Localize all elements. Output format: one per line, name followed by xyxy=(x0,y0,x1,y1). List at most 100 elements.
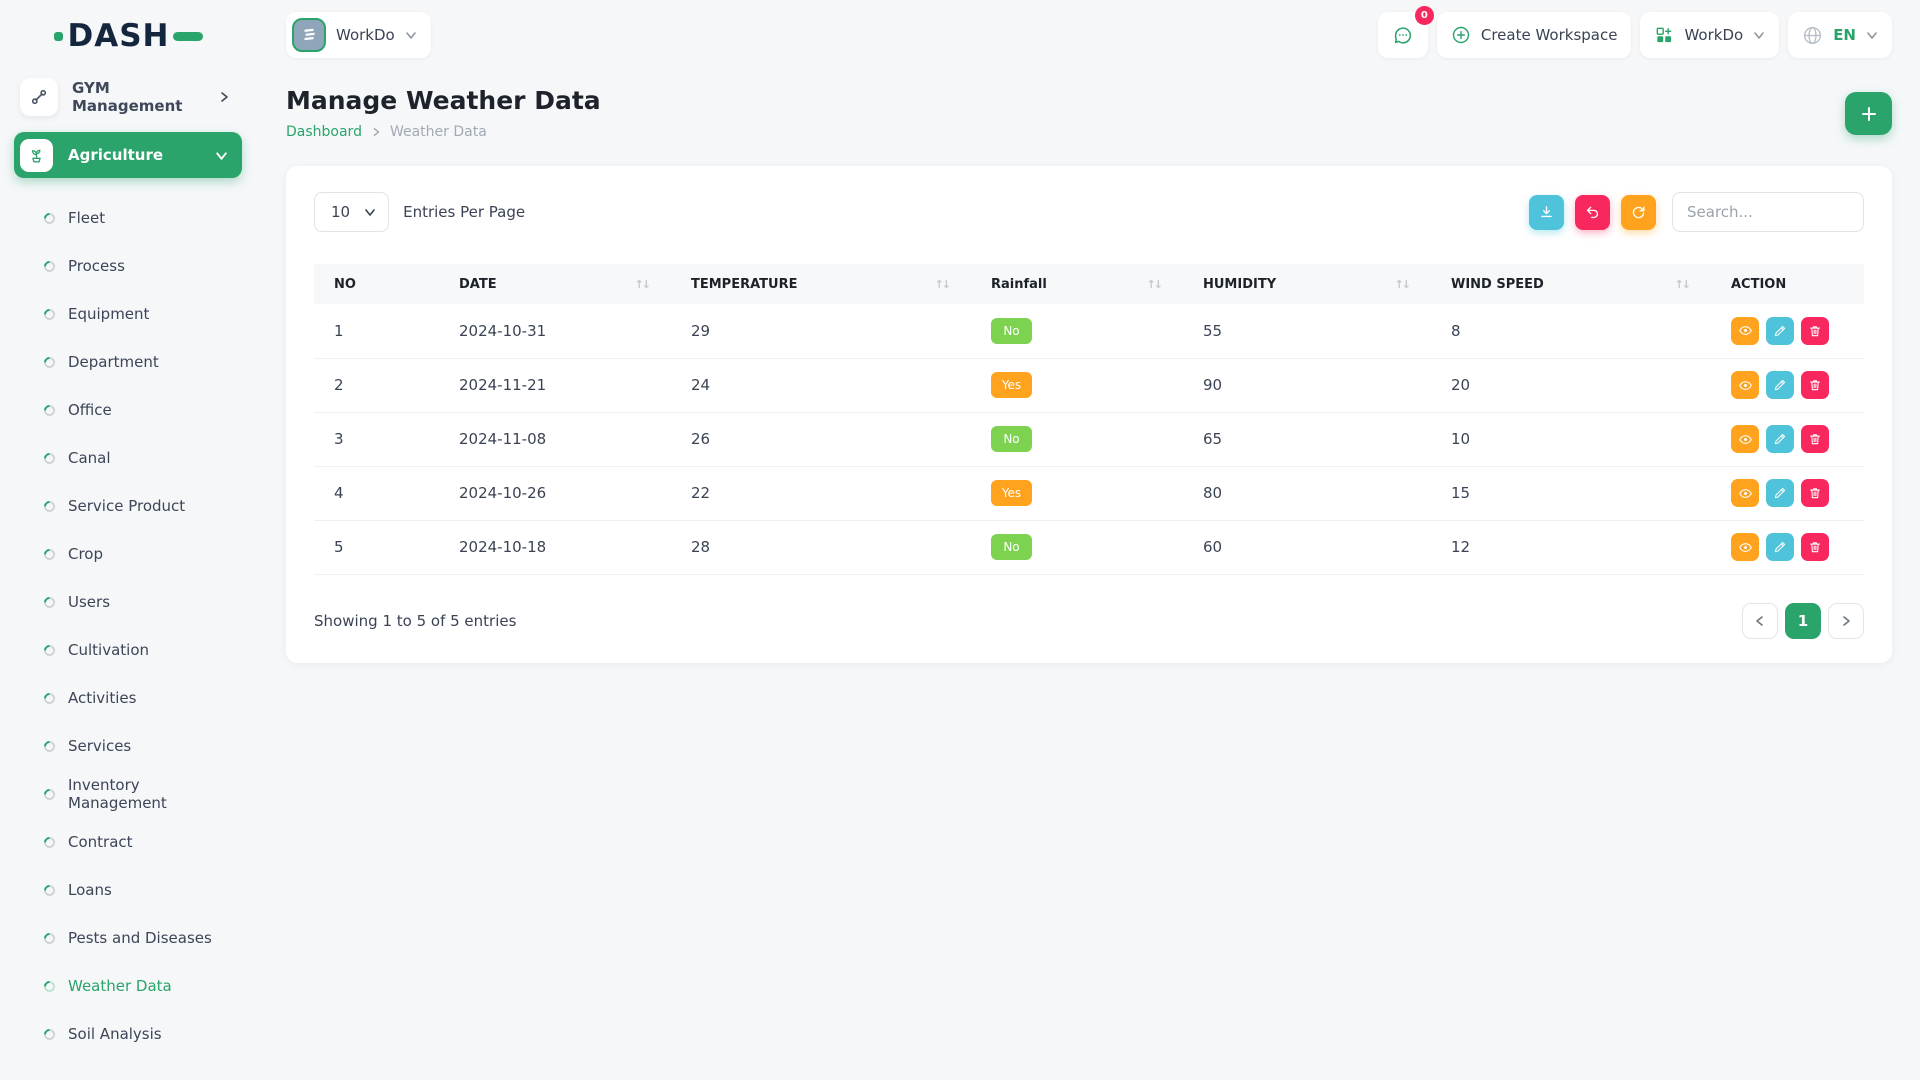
action-cell xyxy=(1711,520,1864,575)
rainfall-cell: Yes xyxy=(971,358,1183,413)
delete-button[interactable] xyxy=(1801,479,1829,507)
no-cell: 4 xyxy=(314,466,439,521)
trash-icon xyxy=(1808,486,1822,500)
messages-button[interactable]: 0 xyxy=(1377,6,1434,58)
chevron-left-icon xyxy=(1754,615,1766,627)
entries-per-page-select[interactable]: 10 xyxy=(314,192,390,232)
edit-button[interactable] xyxy=(1766,316,1794,345)
search-input[interactable] xyxy=(1672,192,1864,232)
sidebar-item-office[interactable]: Office xyxy=(14,386,242,434)
view-button[interactable] xyxy=(1731,371,1759,399)
sidebar-item-equipment[interactable]: Equipment xyxy=(14,290,242,338)
bullet-circle-icon xyxy=(41,354,58,370)
pencil-icon xyxy=(1773,486,1787,500)
temperature-cell: 29 xyxy=(671,304,971,359)
view-button[interactable] xyxy=(1731,425,1759,453)
chevron-right-icon xyxy=(218,91,230,103)
workspace-menu-button[interactable]: WorkDo xyxy=(1640,12,1780,58)
sidebar-module-agriculture[interactable]: Agriculture xyxy=(14,132,242,178)
refresh-button[interactable] xyxy=(1621,194,1656,230)
delete-button[interactable] xyxy=(1801,425,1829,453)
column-label: ACTION xyxy=(1731,276,1787,292)
reset-button[interactable] xyxy=(1575,194,1610,230)
table-header-row: NO DATE ↑↓ TEMPERATURE ↑↓ Rainfall ↑↓ HUMIDITY ↑… xyxy=(314,264,1864,304)
sort-arrows-icon[interactable]: ↑↓ xyxy=(634,277,652,291)
sidebar-item-weather-data[interactable]: Weather Data xyxy=(14,962,242,1010)
view-button[interactable] xyxy=(1731,533,1759,561)
column-header-rainfall[interactable]: Rainfall ↑↓ xyxy=(971,264,1183,304)
sidebar-item-canal[interactable]: Canal xyxy=(14,434,242,482)
column-header-date[interactable]: DATE ↑↓ xyxy=(439,264,671,304)
edit-button[interactable] xyxy=(1766,425,1794,453)
sidebar-item-department[interactable]: Department xyxy=(14,338,242,386)
view-button[interactable] xyxy=(1731,316,1759,345)
export-button[interactable] xyxy=(1529,194,1564,230)
sidebar-item-service-product[interactable]: Service Product xyxy=(14,482,242,530)
column-header-temperature[interactable]: TEMPERATURE ↑↓ xyxy=(671,264,971,304)
brand-logo[interactable]: DASH xyxy=(14,14,242,58)
table-row: 5 2024-10-18 28 No 60 12 xyxy=(314,520,1864,575)
showing-entries-text: Showing 1 to 5 of 5 entries xyxy=(314,611,517,630)
sidebar-item-users[interactable]: Users xyxy=(14,578,242,626)
sidebar-item-inventory-management[interactable]: Inventory Management xyxy=(14,770,242,818)
add-record-button[interactable] xyxy=(1845,92,1892,135)
action-cell xyxy=(1711,304,1864,359)
action-cell xyxy=(1711,412,1864,467)
sidebar-item-crop[interactable]: Crop xyxy=(14,530,242,578)
rainfall-cell: Yes xyxy=(971,466,1183,521)
delete-button[interactable] xyxy=(1801,371,1829,399)
rainfall-badge: No xyxy=(991,317,1032,344)
column-label: HUMIDITY xyxy=(1203,276,1277,292)
bullet-circle-icon xyxy=(41,498,58,514)
delete-button[interactable] xyxy=(1801,533,1829,561)
sidebar-item-fleet[interactable]: Fleet xyxy=(14,194,242,242)
next-page-button[interactable] xyxy=(1828,602,1864,639)
sort-arrows-icon[interactable]: ↑↓ xyxy=(1394,277,1412,291)
pencil-icon xyxy=(1773,324,1787,338)
page-number-button[interactable]: 1 xyxy=(1785,602,1821,639)
page-title: Manage Weather Data xyxy=(286,86,601,115)
edit-button[interactable] xyxy=(1766,533,1794,561)
entries-per-page-label: Entries Per Page xyxy=(403,203,526,221)
previous-page-button[interactable] xyxy=(1742,602,1778,639)
row-actions xyxy=(1731,371,1864,399)
workspace-switcher[interactable]: WorkDo xyxy=(286,12,431,58)
weather-data-table: NO DATE ↑↓ TEMPERATURE ↑↓ Rainfall ↑↓ HUMIDITY ↑… xyxy=(314,264,1864,575)
sort-arrows-icon[interactable]: ↑↓ xyxy=(1674,277,1692,291)
humidity-cell: 60 xyxy=(1183,520,1431,575)
rainfall-badge: No xyxy=(991,426,1032,452)
column-header-wind-speed[interactable]: WIND SPEED ↑↓ xyxy=(1431,264,1711,304)
sidebar-item-gym-management[interactable]: GYM Management xyxy=(14,74,242,120)
column-header-no: NO xyxy=(314,264,439,304)
language-selector[interactable]: EN xyxy=(1788,12,1892,58)
sidebar-item-contract[interactable]: Contract xyxy=(14,818,242,866)
breadcrumb-dashboard-link[interactable]: Dashboard xyxy=(286,124,362,140)
no-cell: 5 xyxy=(314,520,439,575)
action-cell xyxy=(1711,466,1864,521)
sidebar-item-soil-analysis[interactable]: Soil Analysis xyxy=(14,1010,242,1058)
sidebar-item-activities[interactable]: Activities xyxy=(14,674,242,722)
language-code: EN xyxy=(1833,26,1856,44)
no-cell: 2 xyxy=(314,358,439,413)
bullet-circle-icon xyxy=(41,306,58,322)
sidebar-item-services[interactable]: Services xyxy=(14,722,242,770)
sort-arrows-icon[interactable]: ↑↓ xyxy=(934,277,952,291)
chevron-down-icon xyxy=(405,29,417,41)
sidebar-item-process[interactable]: Process xyxy=(14,242,242,290)
view-button[interactable] xyxy=(1731,479,1759,507)
column-header-humidity[interactable]: HUMIDITY ↑↓ xyxy=(1183,264,1431,304)
messages-count-badge: 0 xyxy=(1414,6,1434,25)
sort-arrows-icon[interactable]: ↑↓ xyxy=(1146,277,1164,291)
create-workspace-button[interactable]: Create Workspace xyxy=(1436,12,1632,58)
eye-icon xyxy=(1738,378,1753,393)
sidebar-item-loans[interactable]: Loans xyxy=(14,866,242,914)
chevron-right-icon xyxy=(1840,615,1852,627)
chevron-right-icon xyxy=(371,127,381,137)
delete-button[interactable] xyxy=(1801,316,1829,345)
sidebar-item-cultivation[interactable]: Cultivation xyxy=(14,626,242,674)
edit-button[interactable] xyxy=(1766,371,1794,399)
sidebar-item-pests-and-diseases[interactable]: Pests and Diseases xyxy=(14,914,242,962)
table-row: 4 2024-10-26 22 Yes 80 15 xyxy=(314,466,1864,521)
temperature-cell: 26 xyxy=(671,412,971,467)
edit-button[interactable] xyxy=(1766,479,1794,507)
